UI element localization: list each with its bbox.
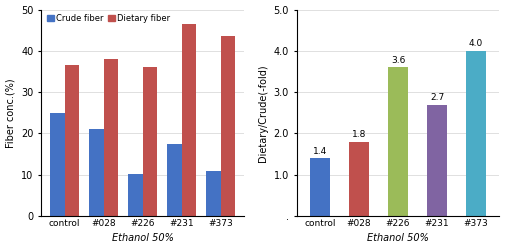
Bar: [182, 24, 196, 216]
Text: 4.0: 4.0: [469, 39, 483, 48]
Text: 1.8: 1.8: [352, 130, 366, 139]
Bar: [221, 36, 235, 216]
Bar: [65, 65, 79, 216]
Bar: [349, 142, 369, 216]
Bar: [466, 51, 486, 216]
Bar: [49, 113, 65, 216]
Bar: [142, 67, 158, 216]
Legend: Crude fiber, Dietary fiber: Crude fiber, Dietary fiber: [47, 14, 171, 23]
Text: 2.7: 2.7: [430, 93, 444, 102]
Bar: [310, 158, 330, 216]
Text: 3.6: 3.6: [391, 56, 405, 65]
Bar: [206, 171, 221, 216]
Bar: [388, 67, 408, 216]
Bar: [427, 105, 447, 216]
Bar: [89, 129, 104, 216]
Y-axis label: Dietary/Crude(-fold): Dietary/Crude(-fold): [258, 64, 268, 162]
Y-axis label: Fiber conc.(%): Fiber conc.(%): [6, 78, 16, 148]
X-axis label: Ethanol 50%: Ethanol 50%: [367, 234, 429, 244]
Text: 1.4: 1.4: [313, 147, 327, 156]
Bar: [167, 144, 182, 216]
X-axis label: Ethanol 50%: Ethanol 50%: [112, 234, 174, 244]
Bar: [128, 174, 142, 216]
Bar: [104, 59, 118, 216]
